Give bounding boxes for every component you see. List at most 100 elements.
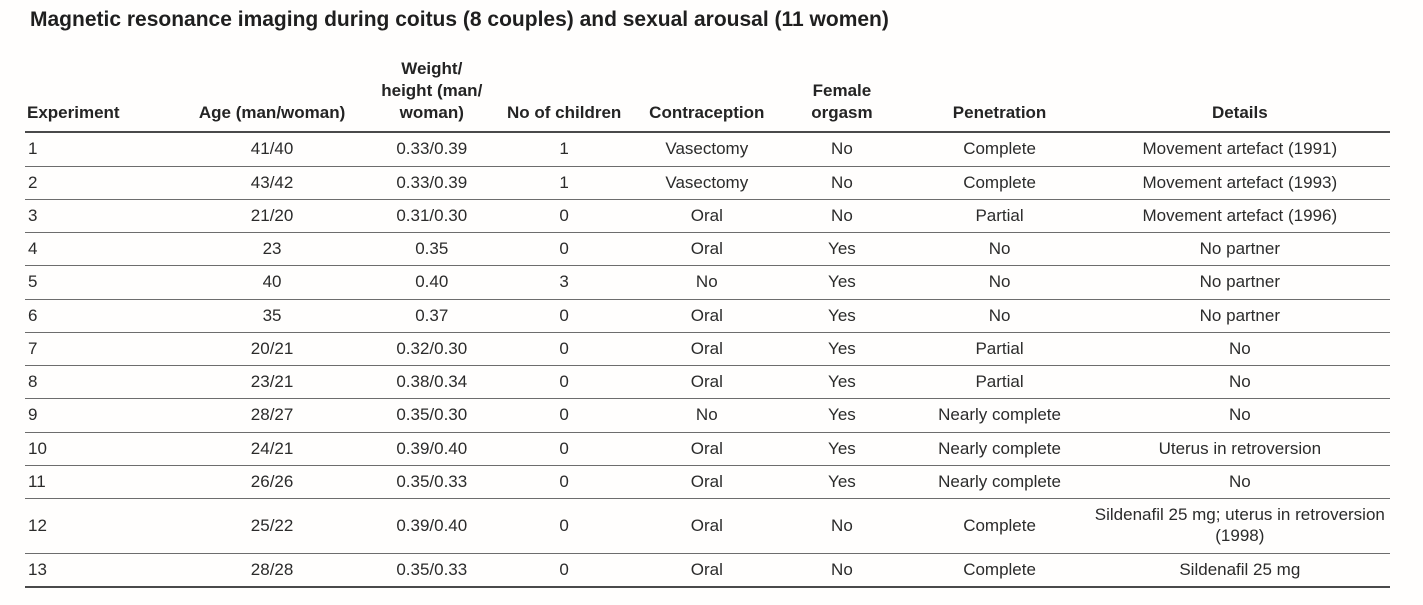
table-row: 13 28/28 0.35/0.33 0 Oral No Complete Sildenafi… [25,553,1390,588]
table-cell-penetration: No [909,299,1090,333]
table-cell-details: Movement artefact (1991) [1089,132,1390,167]
table-cell-age: 40 [169,265,375,300]
table-cell-experiment: 13 [25,553,170,588]
table-row: 10 24/21 0.39/0.40 0 Oral Yes Nearly complete U… [25,432,1390,466]
table-cell-contraception: Vasectomy [639,166,775,200]
table-row: 6 35 0.37 0 Oral Yes No No partner [25,299,1390,333]
table-cell-details: No [1089,365,1390,400]
table-cell-children: 0 [489,432,640,466]
table-cell-penetration: Nearly complete [909,465,1090,500]
table-cell-experiment: 3 [25,199,170,234]
table-row: 8 23/21 0.38/0.34 0 Oral Yes Partial No [25,365,1390,400]
table-cell-children: 1 [489,166,640,200]
table-cell-experiment: 8 [25,365,170,400]
table-cell-contraception: Oral [639,299,775,333]
table-cell-details: No [1089,332,1390,367]
table-cell-children: 3 [489,265,640,300]
table-cell-children: 0 [489,365,640,400]
table-cell-children: 0 [489,299,640,333]
table-cell-details: Uterus in retroversion [1089,432,1390,466]
table-cell-female_orgasm: Yes [774,432,910,466]
table-cell-age: 24/21 [169,432,375,466]
table-cell-penetration: Complete [909,553,1090,588]
table-row: 12 25/22 0.39/0.40 0 Oral No Complete Sildenafi… [25,498,1390,554]
table-cell-age: 23 [169,232,375,267]
table-cell-children: 0 [489,232,640,267]
table-cell-children: 0 [489,465,640,500]
table-cell-age: 21/20 [169,199,375,234]
table-cell-details: Sildenafil 25 mg; uterus in retroversion… [1089,498,1390,554]
table-cell-age: 35 [169,299,375,333]
table-cell-experiment: 1 [25,132,170,167]
table-cell-penetration: Complete [909,498,1090,554]
table-cell-penetration: Partial [909,365,1090,400]
table-cell-contraception: Oral [639,332,775,367]
table-cell-children: 1 [489,132,640,167]
table-cell-weight_height: 0.31/0.30 [374,199,490,234]
table-cell-penetration: Complete [909,166,1090,200]
table-cell-penetration: Nearly complete [909,432,1090,466]
table-cell-weight_height: 0.33/0.39 [374,166,490,200]
table-cell-experiment: 5 [25,265,170,300]
table-cell-weight_height: 0.35/0.30 [374,398,490,433]
table-cell-age: 26/26 [169,465,375,500]
table-cell-details: No partner [1089,265,1390,300]
table-cell-female_orgasm: No [774,166,910,200]
table-cell-penetration: Partial [909,199,1090,234]
table-cell-children: 0 [489,398,640,433]
table-cell-children: 0 [489,332,640,367]
table-cell-weight_height: 0.39/0.40 [374,498,490,554]
col-header-details: Details [1089,58,1390,134]
table-cell-children: 0 [489,553,640,588]
table-cell-age: 25/22 [169,498,375,554]
table-row: 9 28/27 0.35/0.30 0 No Yes Nearly complete No [25,398,1390,433]
table-cell-weight_height: 0.35 [374,232,490,267]
table-cell-weight_height: 0.37 [374,299,490,333]
table-cell-children: 0 [489,498,640,554]
table-row: 3 21/20 0.31/0.30 0 Oral No Partial Movement ar… [25,199,1390,234]
table-cell-weight_height: 0.35/0.33 [374,465,490,500]
table-cell-contraception: Oral [639,553,775,588]
table-cell-contraception: Oral [639,498,775,554]
table-cell-penetration: No [909,232,1090,267]
table-cell-contraception: Oral [639,199,775,234]
table-cell-contraception: Oral [639,432,775,466]
table-cell-female_orgasm: Yes [774,299,910,333]
table-cell-experiment: 10 [25,432,170,466]
table-cell-details: No [1089,398,1390,433]
table-cell-experiment: 9 [25,398,170,433]
table-cell-female_orgasm: Yes [774,265,910,300]
table-cell-weight_height: 0.40 [374,265,490,300]
header-row: Experiment Age (man/woman) Weight/ heigh… [25,58,1390,134]
table-cell-contraception: Oral [639,232,775,267]
table-cell-female_orgasm: Yes [774,365,910,400]
table-row: 4 23 0.35 0 Oral Yes No No partner [25,232,1390,267]
table-row: 11 26/26 0.35/0.33 0 Oral Yes Nearly complete N… [25,465,1390,500]
table-cell-age: 23/21 [169,365,375,400]
table-cell-children: 0 [489,199,640,234]
table-cell-details: No partner [1089,232,1390,267]
mri-coitus-table: Experiment Age (man/woman) Weight/ heigh… [25,58,1390,588]
table-cell-female_orgasm: Yes [774,465,910,500]
table-cell-experiment: 7 [25,332,170,367]
table-cell-age: 28/28 [169,553,375,588]
table-cell-weight_height: 0.32/0.30 [374,332,490,367]
table-cell-details: Sildenafil 25 mg [1089,553,1390,588]
col-header-weight-height: Weight/ height (man/ woman) [374,58,490,134]
table-cell-female_orgasm: Yes [774,232,910,267]
table-cell-female_orgasm: No [774,132,910,167]
table-cell-details: Movement artefact (1993) [1089,166,1390,200]
table-cell-penetration: Partial [909,332,1090,367]
table-cell-age: 41/40 [169,132,375,167]
table-cell-experiment: 4 [25,232,170,267]
table-cell-weight_height: 0.33/0.39 [374,132,490,167]
table-cell-details: No partner [1089,299,1390,333]
table-cell-female_orgasm: No [774,199,910,234]
table-cell-details: No [1089,465,1390,500]
table-cell-contraception: Oral [639,465,775,500]
table-cell-experiment: 2 [25,166,170,200]
table-body: 1 41/40 0.33/0.39 1 Vasectomy No Complete Movem… [25,132,1390,588]
table-row: 2 43/42 0.33/0.39 1 Vasectomy No Complete Movem… [25,166,1390,200]
col-header-female-orgasm: Female orgasm [774,58,910,134]
